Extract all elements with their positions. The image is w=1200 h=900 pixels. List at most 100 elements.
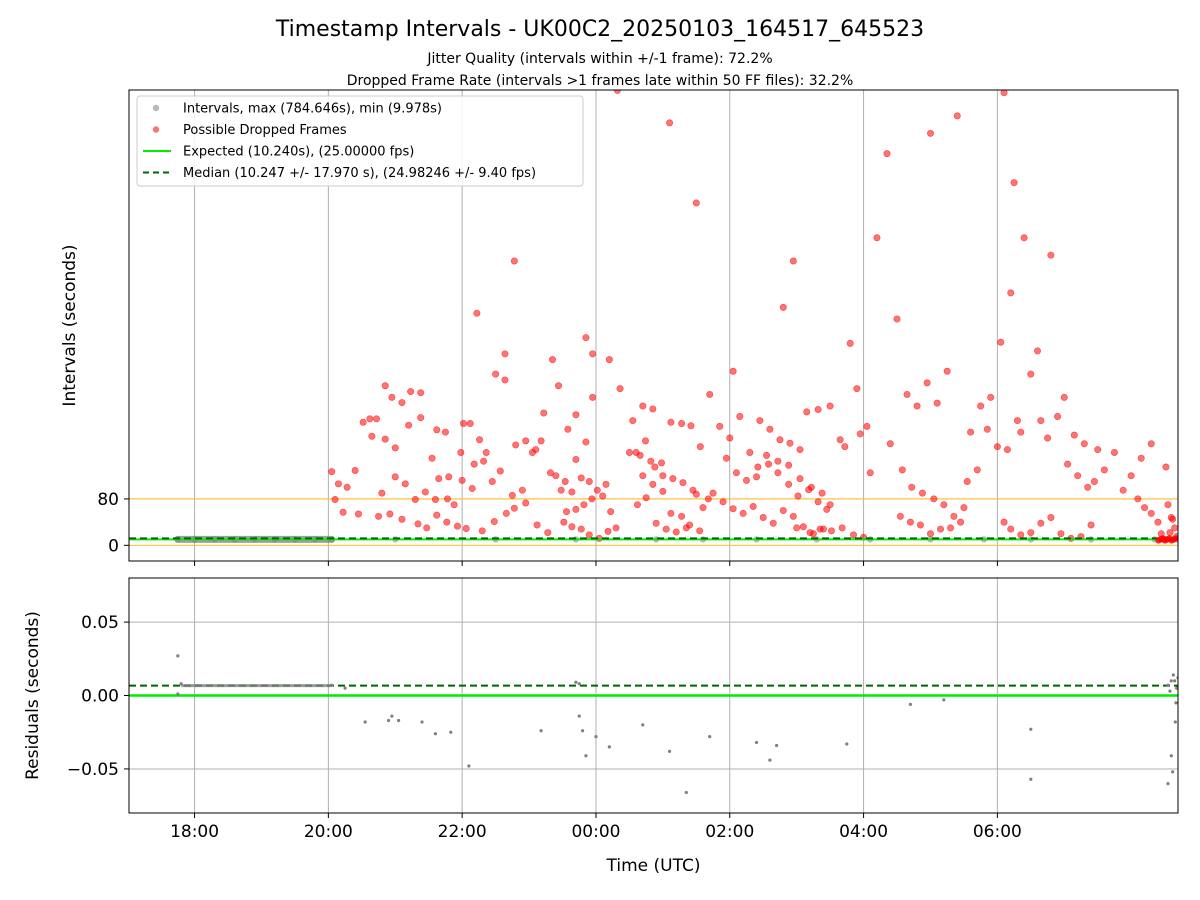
dropped-frame-point	[443, 495, 451, 503]
dropped-frame-point	[846, 339, 854, 347]
dropped-frame-point	[1090, 477, 1098, 485]
dropped-frame-point	[754, 463, 762, 471]
dropped-frame-point	[763, 451, 771, 459]
dropped-frame-point	[967, 428, 975, 436]
dropped-frame-point	[540, 409, 548, 417]
dropped-frame-point	[386, 510, 394, 518]
dropped-frame-point	[417, 389, 425, 397]
residual-point	[179, 682, 183, 686]
dropped-frame-point	[1037, 417, 1045, 425]
dropped-frame-point	[649, 405, 657, 413]
dropped-frame-point	[1162, 463, 1170, 471]
dropped-frame-point	[1164, 501, 1172, 509]
dropped-frame-point	[1094, 446, 1102, 454]
residual-point	[641, 723, 645, 727]
dropped-frame-point	[838, 524, 846, 532]
dropped-frame-point	[1057, 530, 1065, 538]
dropped-frame-point	[391, 444, 399, 452]
dropped-frame-point	[502, 509, 510, 517]
dropped-frame-point	[659, 472, 667, 480]
dropped-frame-point	[652, 519, 660, 527]
residuals-plot-area	[129, 578, 1178, 813]
dropped-frame-point	[1027, 370, 1035, 378]
dropped-frame-point	[555, 382, 563, 390]
residual-point	[176, 692, 180, 696]
dropped-frame-point	[593, 486, 601, 494]
dropped-frame-point	[814, 406, 822, 414]
residual-point	[942, 698, 946, 702]
dropped-frame-point	[766, 425, 774, 433]
dropped-frame-point	[510, 257, 518, 265]
dropped-frame-point	[826, 501, 834, 509]
dropped-frame-point	[428, 454, 436, 462]
dropped-frame-point	[421, 488, 429, 496]
dropped-frame-point	[1017, 531, 1025, 539]
dropped-frame-point	[599, 492, 607, 500]
dropped-frame-point	[696, 443, 704, 451]
dropped-frame-point	[753, 473, 761, 481]
dropped-frame-point	[1047, 513, 1055, 521]
residual-point	[768, 758, 772, 762]
dropped-frame-point	[926, 129, 934, 137]
dropped-frame-point	[1127, 472, 1135, 480]
residuals-ytick-label: 0.05	[81, 613, 119, 633]
dropped-frame-point	[639, 472, 647, 480]
dropped-frame-point	[803, 408, 811, 416]
residual-point	[667, 749, 672, 753]
xtick-label: 22:00	[438, 822, 487, 842]
residual-point	[1168, 689, 1172, 693]
dropped-frame-point	[906, 518, 914, 526]
dropped-frame-point	[1020, 234, 1028, 242]
dropped-frame-point	[588, 495, 596, 503]
dropped-frame-point	[769, 519, 777, 527]
intervals-plot-area	[129, 90, 1178, 561]
residual-point	[1029, 777, 1033, 781]
dropped-frame-point	[704, 495, 712, 503]
dropped-frame-point	[1137, 454, 1145, 462]
dropped-frame-point	[546, 469, 554, 477]
dropped-frame-point	[826, 402, 834, 410]
dropped-frame-point	[431, 495, 439, 503]
dropped-frame-point	[774, 469, 782, 477]
dropped-frame-point	[709, 489, 717, 497]
dropped-frame-point	[898, 466, 906, 474]
residual-point	[577, 682, 581, 686]
dropped-frame-point	[532, 446, 540, 454]
dropped-frame-point	[375, 512, 383, 520]
dropped-frame-point	[716, 422, 724, 430]
residual-point	[908, 702, 912, 706]
dropped-frame-point	[331, 495, 339, 503]
dropped-frame-point	[473, 309, 481, 317]
dropped-frame-point	[850, 531, 858, 539]
dropped-frame-point	[433, 511, 441, 519]
dropped-frame-point	[940, 501, 948, 509]
dropped-frame-point	[629, 417, 637, 425]
dropped-frame-point	[476, 436, 484, 444]
xtick-label: 04:00	[839, 822, 888, 842]
dropped-frame-point	[696, 527, 704, 535]
residual-point	[433, 732, 438, 736]
dropped-frame-point	[799, 523, 807, 531]
dropped-frame-point	[722, 454, 730, 462]
dropped-frame-point	[557, 486, 565, 494]
dropped-frame-point	[552, 472, 560, 480]
residual-point	[539, 729, 543, 733]
dropped-frame-point	[933, 399, 941, 407]
dropped-frame-point	[908, 483, 916, 491]
dropped-frame-point	[796, 446, 804, 454]
dropped-frame-point	[490, 518, 498, 526]
dropped-frame-point	[926, 530, 934, 538]
dropped-frame-point	[913, 402, 921, 410]
dropped-frame-point	[328, 468, 336, 476]
dropped-frame-point	[977, 402, 985, 410]
dropped-frame-point	[729, 505, 737, 513]
dropped-frame-point	[918, 489, 926, 497]
dropped-frame-point	[651, 463, 659, 471]
dropped-frame-point	[604, 527, 612, 535]
dropped-frame-point	[411, 495, 419, 503]
legend-label: Expected (10.240s), (25.00000 fps)	[183, 145, 414, 160]
dropped-frame-point	[806, 529, 814, 537]
dropped-frame-point	[649, 480, 657, 488]
dropped-frame-point	[1084, 483, 1092, 491]
intervals-panel: 0 80 Intervals (seconds) Intervals, max (78…	[60, 89, 1179, 566]
